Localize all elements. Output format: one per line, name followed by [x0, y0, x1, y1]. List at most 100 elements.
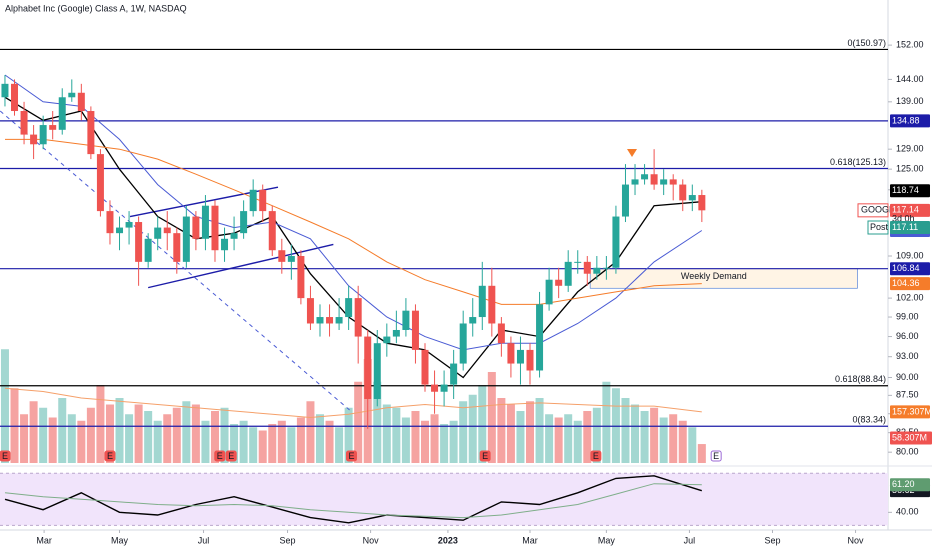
volume-bar [268, 424, 277, 463]
volume-bar [10, 388, 19, 463]
price-badge [890, 405, 930, 419]
candle-body [316, 317, 324, 324]
volume-bar [401, 417, 410, 463]
volume-bar [86, 407, 95, 463]
earnings-label: E [482, 451, 488, 461]
rsi-band [0, 473, 888, 526]
volume-bar [535, 398, 544, 463]
candle-body [135, 222, 143, 262]
candle-body [306, 298, 314, 324]
candle-body [182, 216, 190, 262]
price-badge-label: 58.307M [892, 432, 927, 442]
countdown-label: 3d 0h [892, 214, 915, 224]
candle-body [688, 195, 696, 201]
volume-bar [688, 427, 697, 463]
volume-bar [392, 407, 401, 463]
volume-bar [335, 427, 344, 463]
earnings-marker [710, 450, 722, 462]
volume-bar [77, 420, 86, 463]
volume-bar [573, 420, 582, 463]
price-badge [890, 221, 930, 235]
volume-bar [48, 417, 57, 463]
y-tick-label: 139.00 [896, 96, 924, 106]
volume-bar [611, 388, 620, 463]
volume-bar [344, 407, 353, 463]
candle-body [612, 216, 620, 268]
volume-bar [592, 407, 601, 463]
candle-body [192, 216, 200, 239]
volume-bar [191, 404, 200, 463]
volume-bar [421, 420, 430, 463]
price-badge-label: 117.11 [892, 222, 918, 232]
volume-bar [153, 420, 162, 463]
volume-bar [602, 381, 611, 463]
price-badge [890, 431, 932, 445]
volume-bar [67, 414, 76, 463]
candle-body [96, 154, 104, 212]
candle-body [402, 310, 410, 330]
volume-bar [564, 414, 573, 463]
volume-bar [105, 404, 114, 463]
candle-body [39, 125, 47, 145]
candle-body [354, 298, 362, 337]
volume-bar [210, 411, 219, 463]
candle-body [173, 233, 181, 262]
candle-body [211, 205, 219, 251]
level-label: 0(150.97) [847, 38, 886, 48]
candle-body [335, 317, 343, 324]
volume-bar [459, 401, 468, 463]
x-tick-label: Nov [848, 535, 865, 545]
candle-body [574, 261, 582, 263]
volume-bar [134, 404, 143, 463]
candle-body [326, 317, 334, 324]
trend-line [148, 243, 334, 289]
candle-body [450, 363, 458, 385]
price-badge-label: 117.14 [892, 205, 919, 215]
candle-body [593, 267, 601, 274]
price-badge-label: 61.20 [892, 479, 915, 489]
candle-body [631, 179, 639, 185]
candle-body [1, 83, 9, 98]
candle-body [421, 349, 429, 385]
moving-average [4, 387, 702, 419]
volume-bar [125, 414, 134, 463]
candle-body [602, 267, 610, 269]
candle-body [478, 285, 486, 318]
candle-body [49, 125, 57, 130]
candle-body [106, 211, 114, 234]
candle-body [77, 92, 85, 112]
candle-body [364, 336, 372, 399]
volume-bar [354, 381, 363, 463]
price-badge-label: 157.307M [892, 406, 932, 416]
candle-body [287, 256, 295, 262]
y-tick-label: 102.00 [896, 292, 924, 302]
volume-bar [497, 398, 506, 463]
earnings-label: E [107, 451, 113, 461]
volume-bar [144, 411, 153, 463]
x-tick-label: Mar [522, 535, 538, 545]
volume-bar [296, 417, 305, 463]
candle-body [698, 195, 706, 211]
volume-bar [325, 420, 334, 463]
volume-bar [201, 420, 210, 463]
candle-body [58, 97, 66, 130]
volume-bar [478, 385, 487, 463]
y-tick-label: 152.00 [896, 39, 924, 49]
candle-body [621, 184, 629, 217]
candle-body [221, 238, 229, 251]
volume-bar [545, 414, 554, 463]
price-badge-label: 104.36 [892, 278, 920, 288]
volume-bar [382, 404, 391, 463]
candle-body [497, 323, 505, 344]
earnings-marker [345, 450, 357, 462]
earnings-marker [590, 450, 602, 462]
volume-bar [640, 411, 649, 463]
volume-bar [230, 424, 239, 463]
price-badge [890, 114, 930, 128]
candle-body [440, 384, 448, 392]
volume-bar [0, 349, 9, 463]
candle-body [116, 227, 124, 234]
candle-body [392, 329, 400, 337]
candle-body [516, 349, 524, 364]
